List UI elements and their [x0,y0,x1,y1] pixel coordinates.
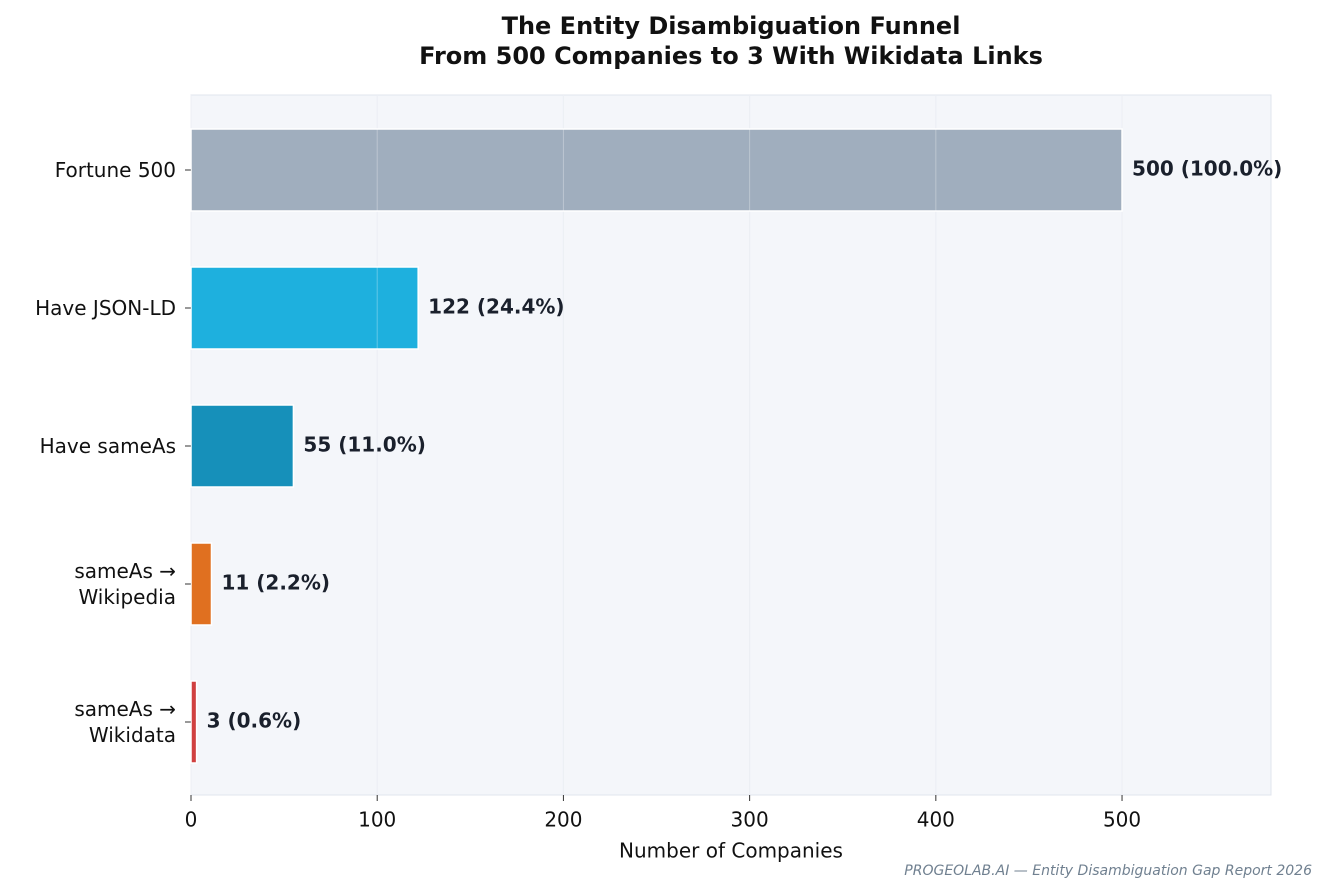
y-tick-label: Have sameAs [39,434,176,458]
bar [190,404,295,488]
x-tick-label: 200 [544,808,582,832]
x-tick-label: 500 [1103,808,1141,832]
value-label: 122 (24.4%) [428,295,564,319]
value-label: 3 (0.6%) [207,709,302,733]
footnote: PROGEOLAB.AI — Entity Disambiguation Gap… [904,863,1312,879]
y-tick-label: sameAs → Wikipedia [74,559,176,609]
bar [190,680,198,764]
chart-subtitle: From 500 Companies to 3 With Wikidata Li… [419,42,1043,70]
bar [190,542,213,626]
x-axis-label: Number of Companies [619,839,843,863]
value-label: 55 (11.0%) [303,433,425,457]
x-tick-label: 0 [185,808,198,832]
y-tick-label: sameAs → Wikidata [74,697,176,747]
x-tick-label: 100 [358,808,396,832]
value-label: 500 (100.0%) [1132,157,1282,181]
y-tick-label: Have JSON-LD [35,296,176,320]
chart-title: The Entity Disambiguation Funnel [502,12,961,40]
value-label: 11 (2.2%) [221,571,330,595]
bar [190,128,1123,212]
x-tick-label: 300 [731,808,769,832]
y-tick-label: Fortune 500 [54,158,176,182]
bar [190,266,419,350]
x-tick-label: 400 [917,808,955,832]
